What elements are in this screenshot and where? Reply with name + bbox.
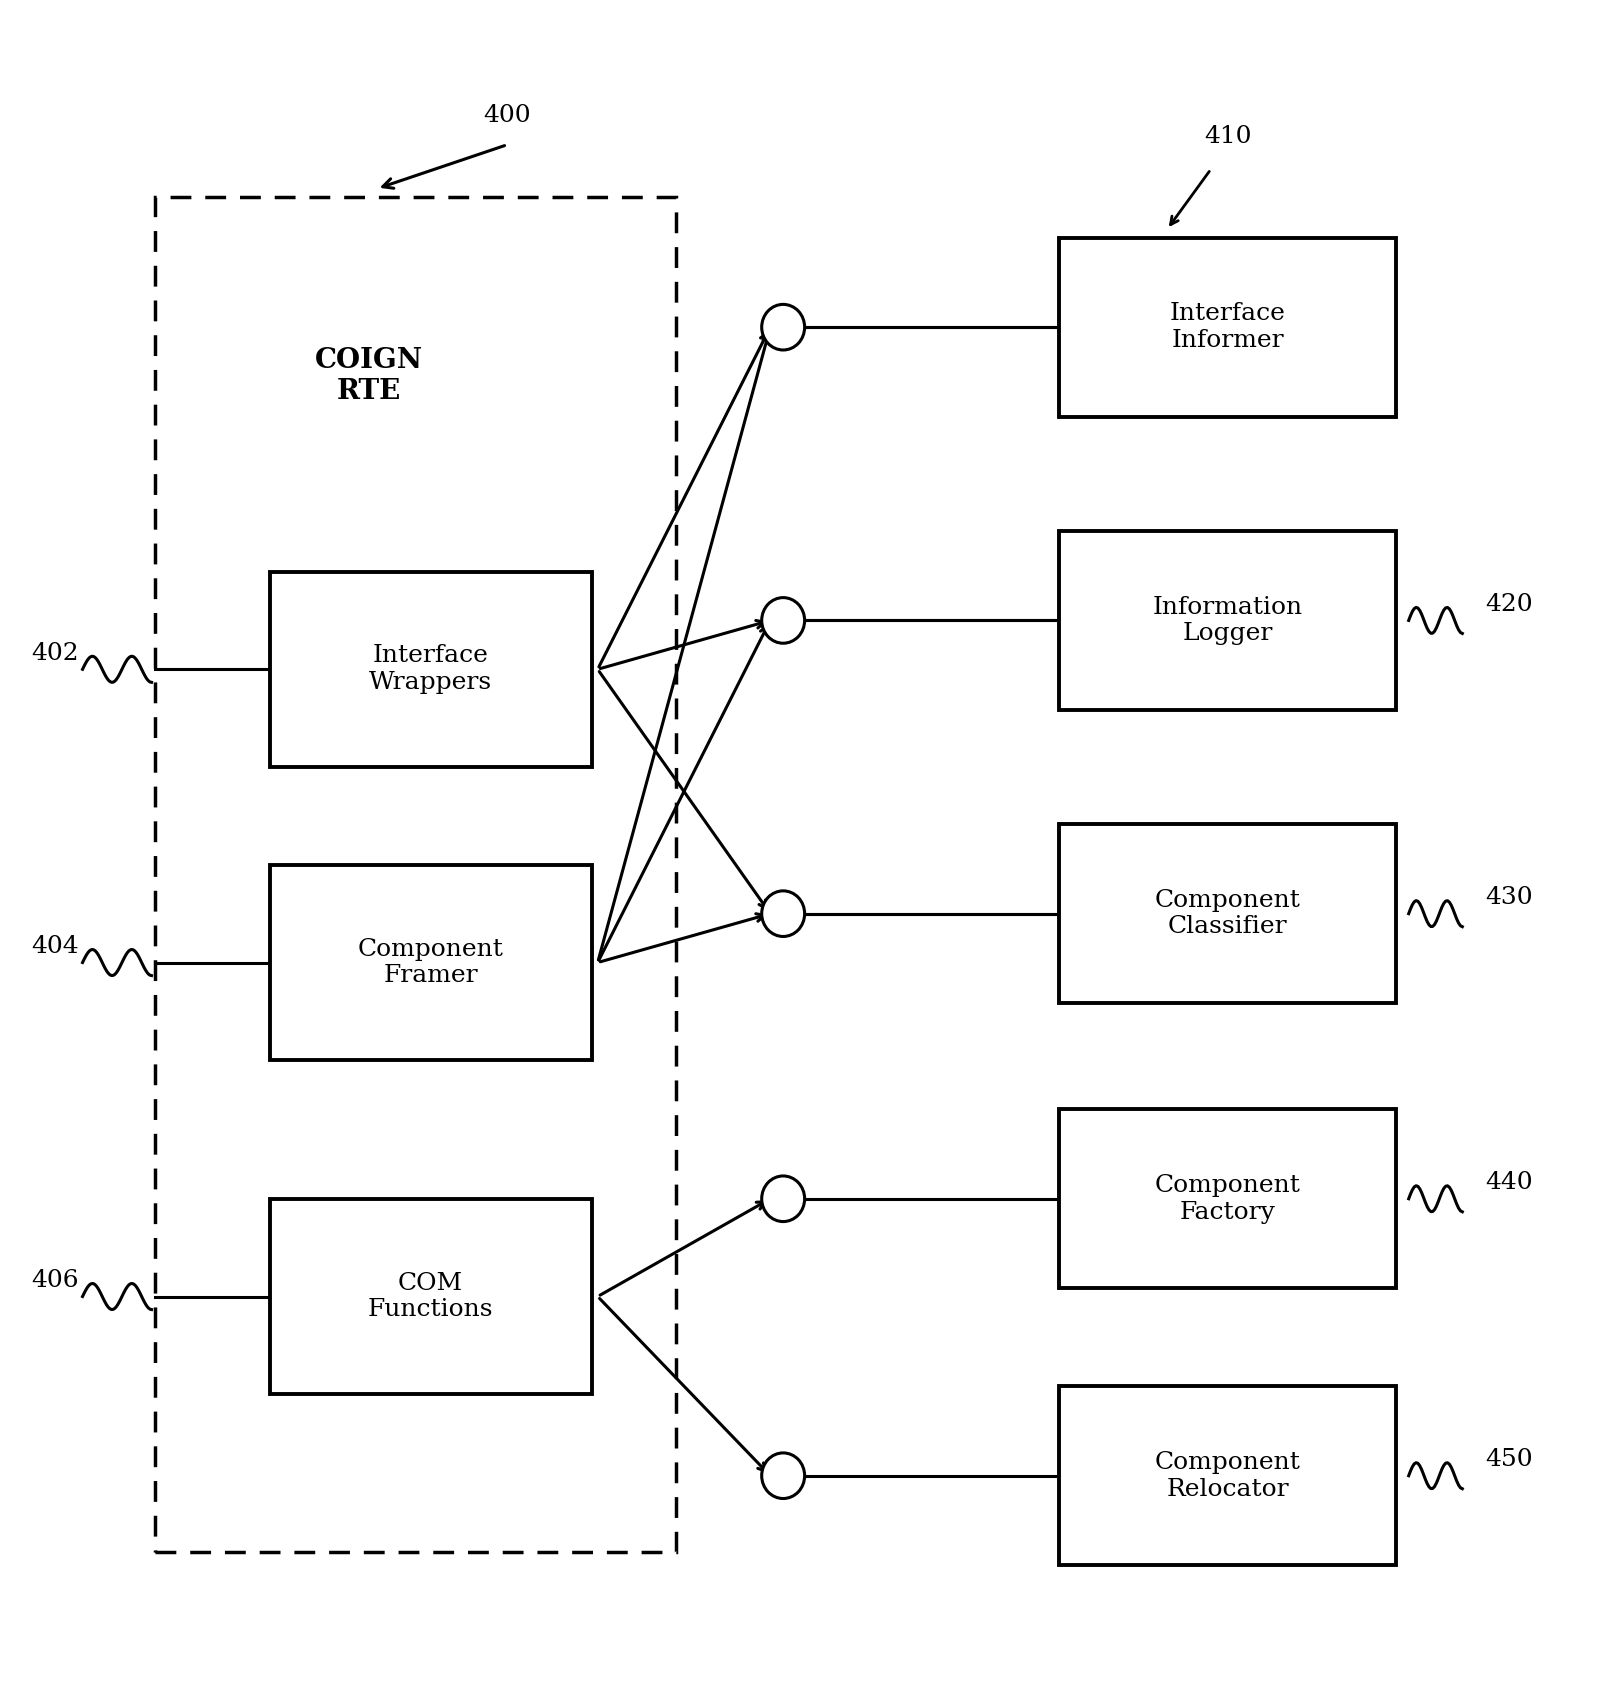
Bar bbox=[1059, 825, 1396, 1003]
Bar bbox=[1059, 238, 1396, 417]
Text: 406: 406 bbox=[30, 1269, 78, 1291]
Bar bbox=[270, 1198, 591, 1395]
Circle shape bbox=[762, 891, 805, 937]
Circle shape bbox=[762, 597, 805, 643]
Text: 400: 400 bbox=[484, 104, 532, 127]
Text: 410: 410 bbox=[1204, 126, 1252, 148]
Text: Interface
Wrappers: Interface Wrappers bbox=[369, 645, 492, 694]
Bar bbox=[270, 865, 591, 1061]
Circle shape bbox=[762, 1453, 805, 1498]
Text: 450: 450 bbox=[1485, 1448, 1533, 1471]
Text: COM
Functions: COM Functions bbox=[367, 1271, 493, 1322]
Text: Information
Logger: Information Logger bbox=[1153, 596, 1303, 645]
Text: Component
Classifier: Component Classifier bbox=[1155, 889, 1300, 938]
Bar bbox=[1059, 531, 1396, 709]
Circle shape bbox=[762, 1176, 805, 1222]
Text: 440: 440 bbox=[1485, 1171, 1533, 1195]
Text: Component
Factory: Component Factory bbox=[1155, 1174, 1300, 1224]
Bar bbox=[1059, 1386, 1396, 1565]
Text: Interface
Informer: Interface Informer bbox=[1171, 302, 1286, 351]
Text: 404: 404 bbox=[30, 935, 78, 957]
Text: 430: 430 bbox=[1485, 886, 1533, 910]
Text: Component
Relocator: Component Relocator bbox=[1155, 1451, 1300, 1500]
Text: COIGN
RTE: COIGN RTE bbox=[315, 346, 423, 406]
Bar bbox=[1059, 1110, 1396, 1288]
Bar bbox=[270, 572, 591, 767]
Text: Component
Framer: Component Framer bbox=[358, 938, 503, 988]
Text: 402: 402 bbox=[30, 641, 78, 665]
Text: 420: 420 bbox=[1485, 592, 1533, 616]
Circle shape bbox=[762, 304, 805, 350]
Bar bbox=[155, 197, 676, 1553]
